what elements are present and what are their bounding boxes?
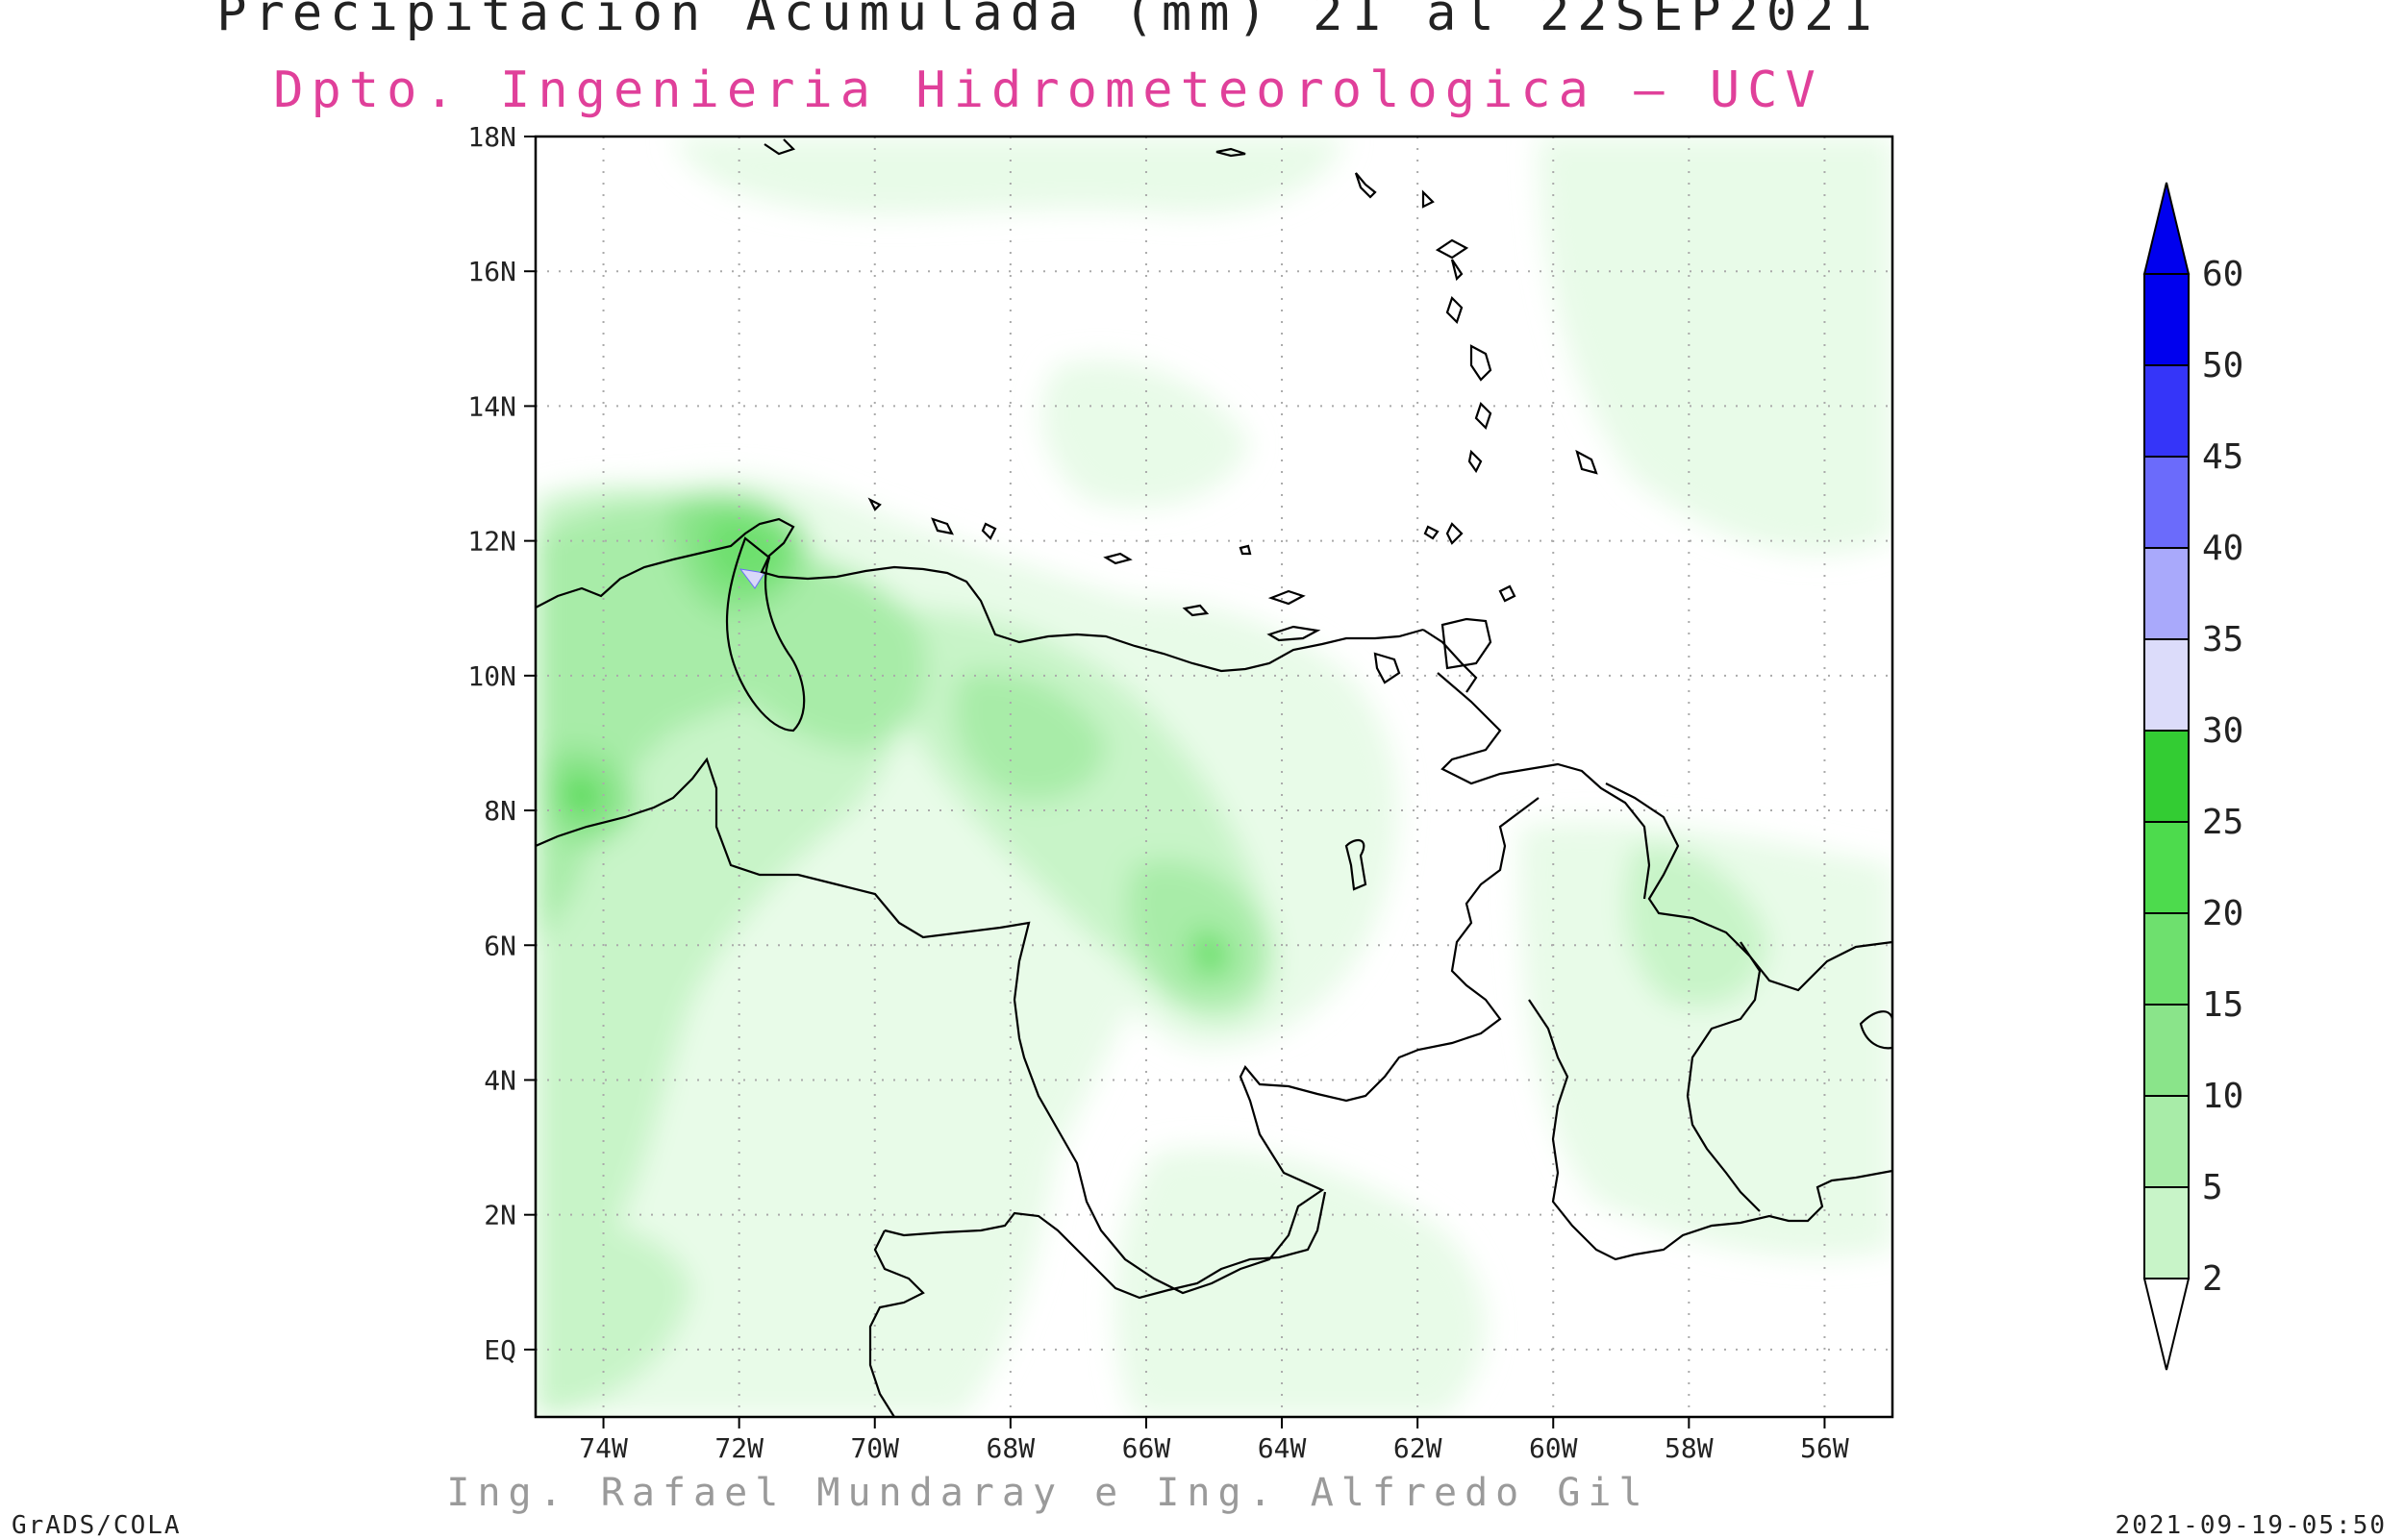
colorbar-segment — [2143, 638, 2190, 732]
lat-tick-label: EQ — [484, 1334, 516, 1366]
precipitation-field — [536, 137, 1892, 1417]
colorbar-over-triangle — [2142, 182, 2191, 275]
colorbar-label: 50 — [2202, 346, 2243, 385]
colorbar-label: 2 — [2202, 1259, 2223, 1299]
colorbar-label: 30 — [2202, 711, 2243, 751]
colorbar-segment — [2143, 364, 2190, 458]
lon-tick-label: 74W — [579, 1432, 628, 1464]
lon-tick-label: 62W — [1393, 1432, 1442, 1464]
colorbar-segment — [2143, 547, 2190, 640]
map-frame — [534, 135, 1894, 1419]
lon-tick-label: 60W — [1529, 1432, 1578, 1464]
colorbar-segment — [2143, 730, 2190, 823]
colorbar-label: 45 — [2202, 437, 2243, 477]
colorbar-label: 20 — [2202, 894, 2243, 933]
colorbar-segment — [2143, 912, 2190, 1006]
colorbar-label: 35 — [2202, 620, 2243, 659]
longitude-axis: 74W 72W 70W 68W 66W 64W 62W 60W 58W 56W — [579, 1417, 1849, 1464]
map-subtitle: Dpto. Ingenieria Hidrometeorologica — UC… — [273, 62, 1823, 119]
colorbar-label: 15 — [2202, 985, 2243, 1025]
lon-tick-label: 64W — [1258, 1432, 1307, 1464]
colorbar-segment — [2143, 1095, 2190, 1188]
lon-tick-label: 72W — [714, 1432, 764, 1464]
lon-tick-label: 58W — [1665, 1432, 1714, 1464]
lon-tick-label: 70W — [850, 1432, 899, 1464]
lat-tick-label: 6N — [484, 930, 516, 961]
latitude-axis: 18N 16N 14N 12N 10N 8N 6N 4N 2N EQ — [467, 121, 536, 1366]
lat-tick-label: 4N — [484, 1064, 516, 1096]
max-precipitation-marker — [739, 568, 765, 589]
colorbar-segment — [2143, 273, 2190, 366]
colorbar-segment — [2143, 1004, 2190, 1097]
lat-tick-label: 18N — [467, 121, 516, 153]
colorbar-under-triangle — [2142, 1278, 2191, 1371]
coastlines — [536, 138, 1892, 1417]
colorbar-label: 60 — [2202, 255, 2243, 294]
lat-tick-label: 14N — [467, 390, 516, 422]
colorbar-label: 10 — [2202, 1077, 2243, 1116]
timestamp-label: 2021-09-19-05:50 — [2115, 1511, 2387, 1540]
software-label: GrADS/COLA — [12, 1511, 182, 1540]
lat-tick-label: 2N — [484, 1200, 516, 1231]
colorbar-label: 5 — [2202, 1168, 2223, 1207]
colorbar-segment — [2143, 456, 2190, 549]
lat-tick-label: 8N — [484, 795, 516, 827]
lon-tick-label: 56W — [1800, 1432, 1849, 1464]
colorbar-label: 25 — [2202, 803, 2243, 842]
lat-tick-label: 16N — [467, 256, 516, 287]
lat-tick-label: 12N — [467, 526, 516, 558]
colorbar-label: 40 — [2202, 529, 2243, 568]
map-title: Precipitacion Acumulada (mm) 21 al 22SEP… — [216, 0, 1880, 42]
colorbar-segment — [2143, 1186, 2190, 1279]
colorbar-segment — [2143, 821, 2190, 914]
lon-tick-label: 66W — [1122, 1432, 1171, 1464]
map-credits: Ing. Rafael Mundaray e Ing. Alfredo Gil — [446, 1471, 1650, 1515]
lon-tick-label: 68W — [987, 1432, 1036, 1464]
lat-tick-label: 10N — [467, 660, 516, 692]
